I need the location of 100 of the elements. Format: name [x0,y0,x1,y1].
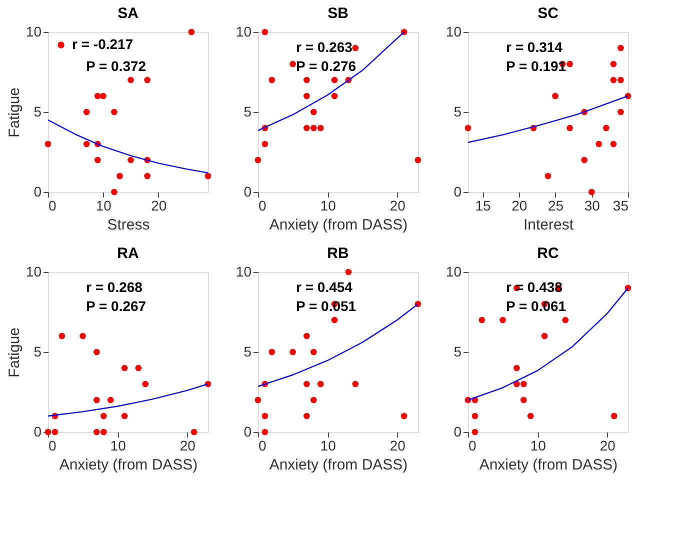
y-axis-title: Fatigue [6,87,23,138]
x-tick-label: 10 [96,198,112,214]
y-tick-label: 10 [446,24,462,40]
point [310,124,317,132]
point [541,332,548,340]
point [111,108,118,116]
point [121,364,128,372]
y-tick-label: 10 [26,264,42,280]
point [603,124,610,132]
annotation: P = 0.191 [506,58,566,74]
point [500,316,506,324]
point [80,332,86,340]
point [544,172,552,180]
y-tick-label: 0 [34,424,42,440]
annotation: P = 0.061 [506,298,566,314]
point [262,28,268,36]
point [310,108,317,116]
point [304,332,310,340]
x-axis-title: Anxiety (from DASS) [479,456,618,474]
point [44,140,52,148]
point [472,412,478,420]
point [290,60,296,68]
annotation: P = 0.051 [296,298,356,314]
y-tick-label: 10 [26,24,42,40]
annotation: r = 0.268 [86,279,143,295]
chart-title: SA [118,5,139,22]
chart-title: SC [538,5,559,22]
point [100,428,107,436]
point [581,156,588,164]
y-tick-label: 0 [34,184,42,200]
point [610,76,617,84]
x-tick-label: 20 [390,198,406,214]
point [142,380,149,388]
point [128,76,134,84]
point [552,92,558,100]
point [331,76,338,84]
point [304,92,310,100]
y-tick-label: 0 [244,184,252,200]
x-tick-label: 15 [475,198,492,214]
annotation: P = 0.372 [86,58,146,74]
point [478,316,486,324]
point [562,316,569,324]
x-tick-label: 20 [600,438,616,454]
x-tick-label: 0 [258,198,266,214]
point [268,348,276,356]
x-axis-title: Stress [107,216,150,234]
point [414,156,422,164]
point [400,412,408,420]
point [188,28,195,36]
x-tick-label: 20 [180,438,196,454]
x-tick-label: 20 [390,438,406,454]
point [107,396,114,404]
x-axis-title: Anxiety (from DASS) [59,456,198,474]
point [128,156,134,164]
point [268,76,276,84]
point [83,140,90,148]
point [58,332,66,340]
legend-label: r = -0.217 [72,36,134,52]
point [144,172,150,180]
chart-title: RC [537,245,559,262]
point [514,364,520,372]
point [588,188,595,196]
y-tick-label: 5 [34,344,42,360]
point [94,396,100,404]
point [520,380,527,388]
point [317,380,324,388]
chart-title: SB [328,5,349,22]
point [610,140,617,148]
x-tick-label: 10 [320,198,336,214]
point [317,124,324,132]
point [610,60,617,68]
point [331,92,338,100]
point [83,108,90,116]
point [352,380,359,388]
y-tick-label: 0 [454,424,462,440]
point [94,92,101,100]
point [135,364,142,372]
point [254,156,262,164]
point [304,380,310,388]
point [618,76,624,84]
x-tick-label: 10 [530,438,546,454]
point [262,428,268,436]
y-tick-label: 5 [454,344,462,360]
chart-title: RB [327,245,349,262]
y-tick-label: 0 [454,184,462,200]
point [144,76,150,84]
point [310,348,317,356]
chart-title: RA [117,245,139,262]
point [464,124,472,132]
x-tick-label: 30 [584,198,600,214]
point [304,76,310,84]
point [331,316,338,324]
point [618,44,624,52]
point [94,156,101,164]
point [345,268,352,276]
point [520,396,527,404]
point [262,412,268,420]
x-tick-label: 25 [548,198,564,214]
x-tick-label: 0 [258,438,266,454]
x-tick-label: 0 [48,438,56,454]
